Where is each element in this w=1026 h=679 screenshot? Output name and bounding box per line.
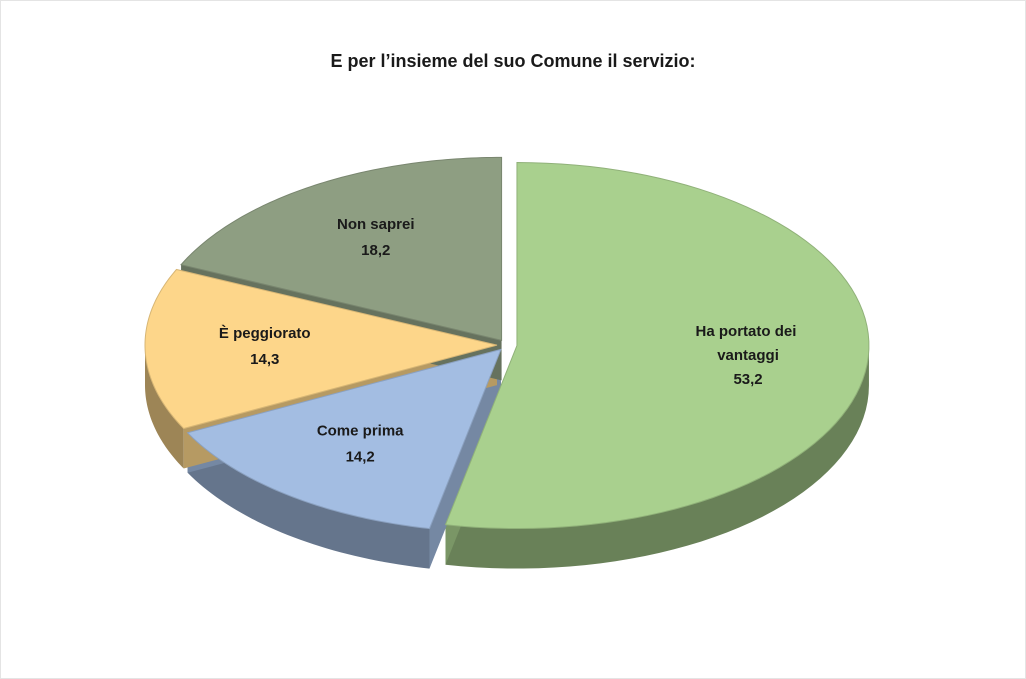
slice-cut — [429, 349, 501, 569]
slice-value: 14,3 — [250, 351, 279, 368]
slice-value: 14,2 — [346, 448, 375, 465]
slice-side — [187, 432, 430, 569]
slice-label: È peggiorato — [219, 325, 311, 342]
slice-label: Non saprei — [337, 216, 415, 233]
slice — [144, 268, 498, 430]
slice-value: 53,2 — [733, 371, 762, 388]
slice — [444, 162, 870, 530]
slice-side — [445, 345, 869, 569]
slice-label: Ha portato dei vantaggi — [696, 323, 801, 364]
slice-value: 18,2 — [361, 242, 390, 259]
slice-label: Come prima — [317, 422, 404, 439]
chart-title: E per l’insieme del suo Comune il serviz… — [330, 51, 695, 71]
slice — [180, 156, 503, 342]
slice-side — [145, 345, 184, 469]
slice — [186, 348, 502, 530]
